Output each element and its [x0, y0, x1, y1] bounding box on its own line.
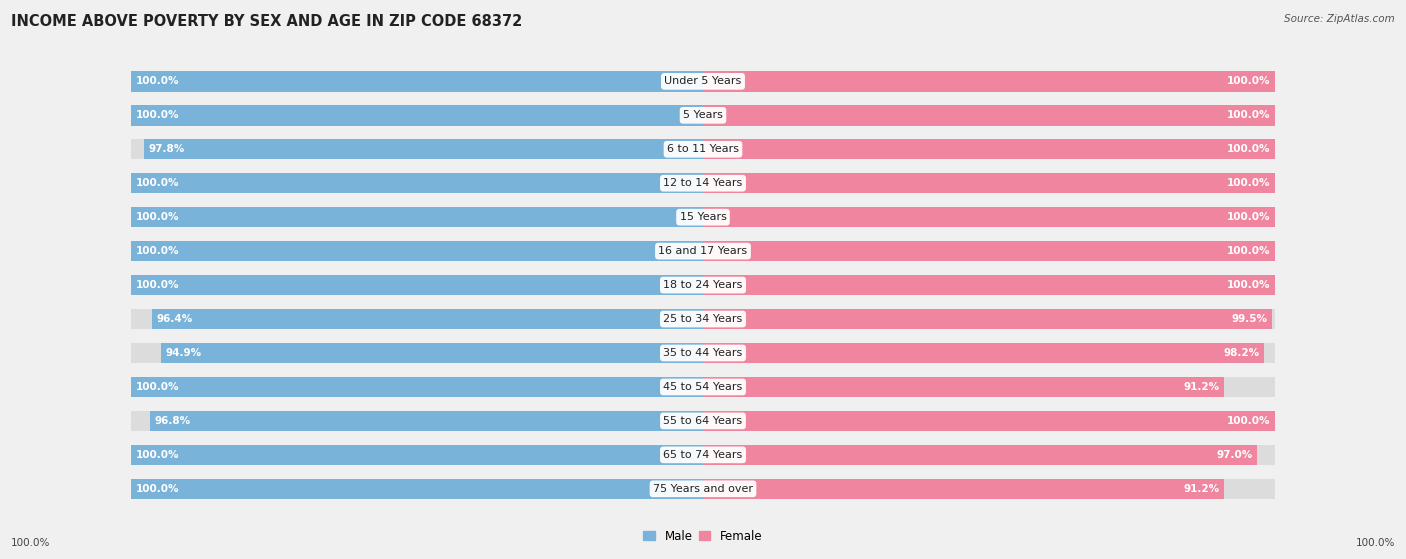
Bar — [703, 377, 1225, 397]
Bar — [703, 275, 1275, 295]
Bar — [131, 241, 703, 261]
Bar — [131, 309, 703, 329]
Text: 94.9%: 94.9% — [165, 348, 201, 358]
Bar — [703, 71, 1275, 92]
Bar — [131, 173, 703, 193]
Text: 99.5%: 99.5% — [1232, 314, 1267, 324]
Bar — [143, 139, 703, 159]
Bar — [703, 444, 1275, 465]
Bar — [703, 139, 1275, 159]
Text: INCOME ABOVE POVERTY BY SEX AND AGE IN ZIP CODE 68372: INCOME ABOVE POVERTY BY SEX AND AGE IN Z… — [11, 14, 523, 29]
Bar — [131, 71, 703, 92]
Text: 25 to 34 Years: 25 to 34 Years — [664, 314, 742, 324]
Bar — [703, 309, 1275, 329]
Bar — [131, 139, 703, 159]
Bar — [131, 71, 703, 92]
Bar — [131, 173, 703, 193]
Text: 100.0%: 100.0% — [136, 212, 180, 222]
Text: 91.2%: 91.2% — [1184, 382, 1220, 392]
Bar — [703, 411, 1275, 431]
Text: 45 to 54 Years: 45 to 54 Years — [664, 382, 742, 392]
Text: 12 to 14 Years: 12 to 14 Years — [664, 178, 742, 188]
Bar — [131, 411, 703, 431]
Text: 16 and 17 Years: 16 and 17 Years — [658, 246, 748, 256]
Bar — [131, 241, 703, 261]
Bar — [703, 479, 1275, 499]
Bar — [131, 105, 703, 126]
Text: 100.0%: 100.0% — [1226, 246, 1270, 256]
Bar — [703, 411, 1275, 431]
Text: 55 to 64 Years: 55 to 64 Years — [664, 416, 742, 426]
Bar — [131, 444, 703, 465]
Bar — [131, 479, 703, 499]
Text: 35 to 44 Years: 35 to 44 Years — [664, 348, 742, 358]
Bar — [131, 275, 703, 295]
Text: Source: ZipAtlas.com: Source: ZipAtlas.com — [1284, 14, 1395, 24]
Text: 100.0%: 100.0% — [136, 246, 180, 256]
Text: 100.0%: 100.0% — [1226, 144, 1270, 154]
Text: 15 Years: 15 Years — [679, 212, 727, 222]
Bar — [703, 309, 1272, 329]
Text: 100.0%: 100.0% — [136, 382, 180, 392]
Bar — [703, 71, 1275, 92]
Text: 97.8%: 97.8% — [149, 144, 184, 154]
Bar — [703, 207, 1275, 228]
Bar — [131, 207, 703, 228]
Bar — [131, 207, 703, 228]
Bar — [703, 173, 1275, 193]
Text: 100.0%: 100.0% — [1226, 178, 1270, 188]
Text: 100.0%: 100.0% — [1226, 77, 1270, 87]
Text: 100.0%: 100.0% — [136, 110, 180, 120]
Legend: Male, Female: Male, Female — [638, 525, 768, 547]
Bar — [703, 479, 1225, 499]
Bar — [149, 411, 703, 431]
Text: 100.0%: 100.0% — [136, 484, 180, 494]
Text: 100.0%: 100.0% — [1226, 280, 1270, 290]
Text: 5 Years: 5 Years — [683, 110, 723, 120]
Bar — [703, 343, 1264, 363]
Bar — [703, 105, 1275, 126]
Bar — [131, 377, 703, 397]
Text: Under 5 Years: Under 5 Years — [665, 77, 741, 87]
Text: 96.8%: 96.8% — [155, 416, 190, 426]
Bar — [152, 309, 703, 329]
Bar — [703, 173, 1275, 193]
Text: 96.4%: 96.4% — [156, 314, 193, 324]
Text: 100.0%: 100.0% — [11, 538, 51, 548]
Text: 75 Years and over: 75 Years and over — [652, 484, 754, 494]
Bar — [703, 444, 1257, 465]
Bar — [703, 343, 1275, 363]
Bar — [703, 275, 1275, 295]
Bar — [131, 105, 703, 126]
Text: 100.0%: 100.0% — [136, 178, 180, 188]
Bar — [131, 377, 703, 397]
Text: 100.0%: 100.0% — [1226, 212, 1270, 222]
Bar — [131, 343, 703, 363]
Text: 100.0%: 100.0% — [1355, 538, 1395, 548]
Text: 100.0%: 100.0% — [136, 450, 180, 460]
Text: 100.0%: 100.0% — [1226, 416, 1270, 426]
Bar — [703, 105, 1275, 126]
Text: 100.0%: 100.0% — [136, 77, 180, 87]
Text: 18 to 24 Years: 18 to 24 Years — [664, 280, 742, 290]
Bar — [703, 241, 1275, 261]
Text: 97.0%: 97.0% — [1216, 450, 1253, 460]
Bar — [703, 241, 1275, 261]
Bar — [703, 207, 1275, 228]
Bar — [131, 275, 703, 295]
Text: 98.2%: 98.2% — [1223, 348, 1260, 358]
Text: 100.0%: 100.0% — [1226, 110, 1270, 120]
Bar — [703, 139, 1275, 159]
Text: 100.0%: 100.0% — [136, 280, 180, 290]
Text: 65 to 74 Years: 65 to 74 Years — [664, 450, 742, 460]
Bar — [703, 377, 1275, 397]
Bar — [160, 343, 703, 363]
Text: 91.2%: 91.2% — [1184, 484, 1220, 494]
Bar — [131, 444, 703, 465]
Bar — [131, 479, 703, 499]
Text: 6 to 11 Years: 6 to 11 Years — [666, 144, 740, 154]
